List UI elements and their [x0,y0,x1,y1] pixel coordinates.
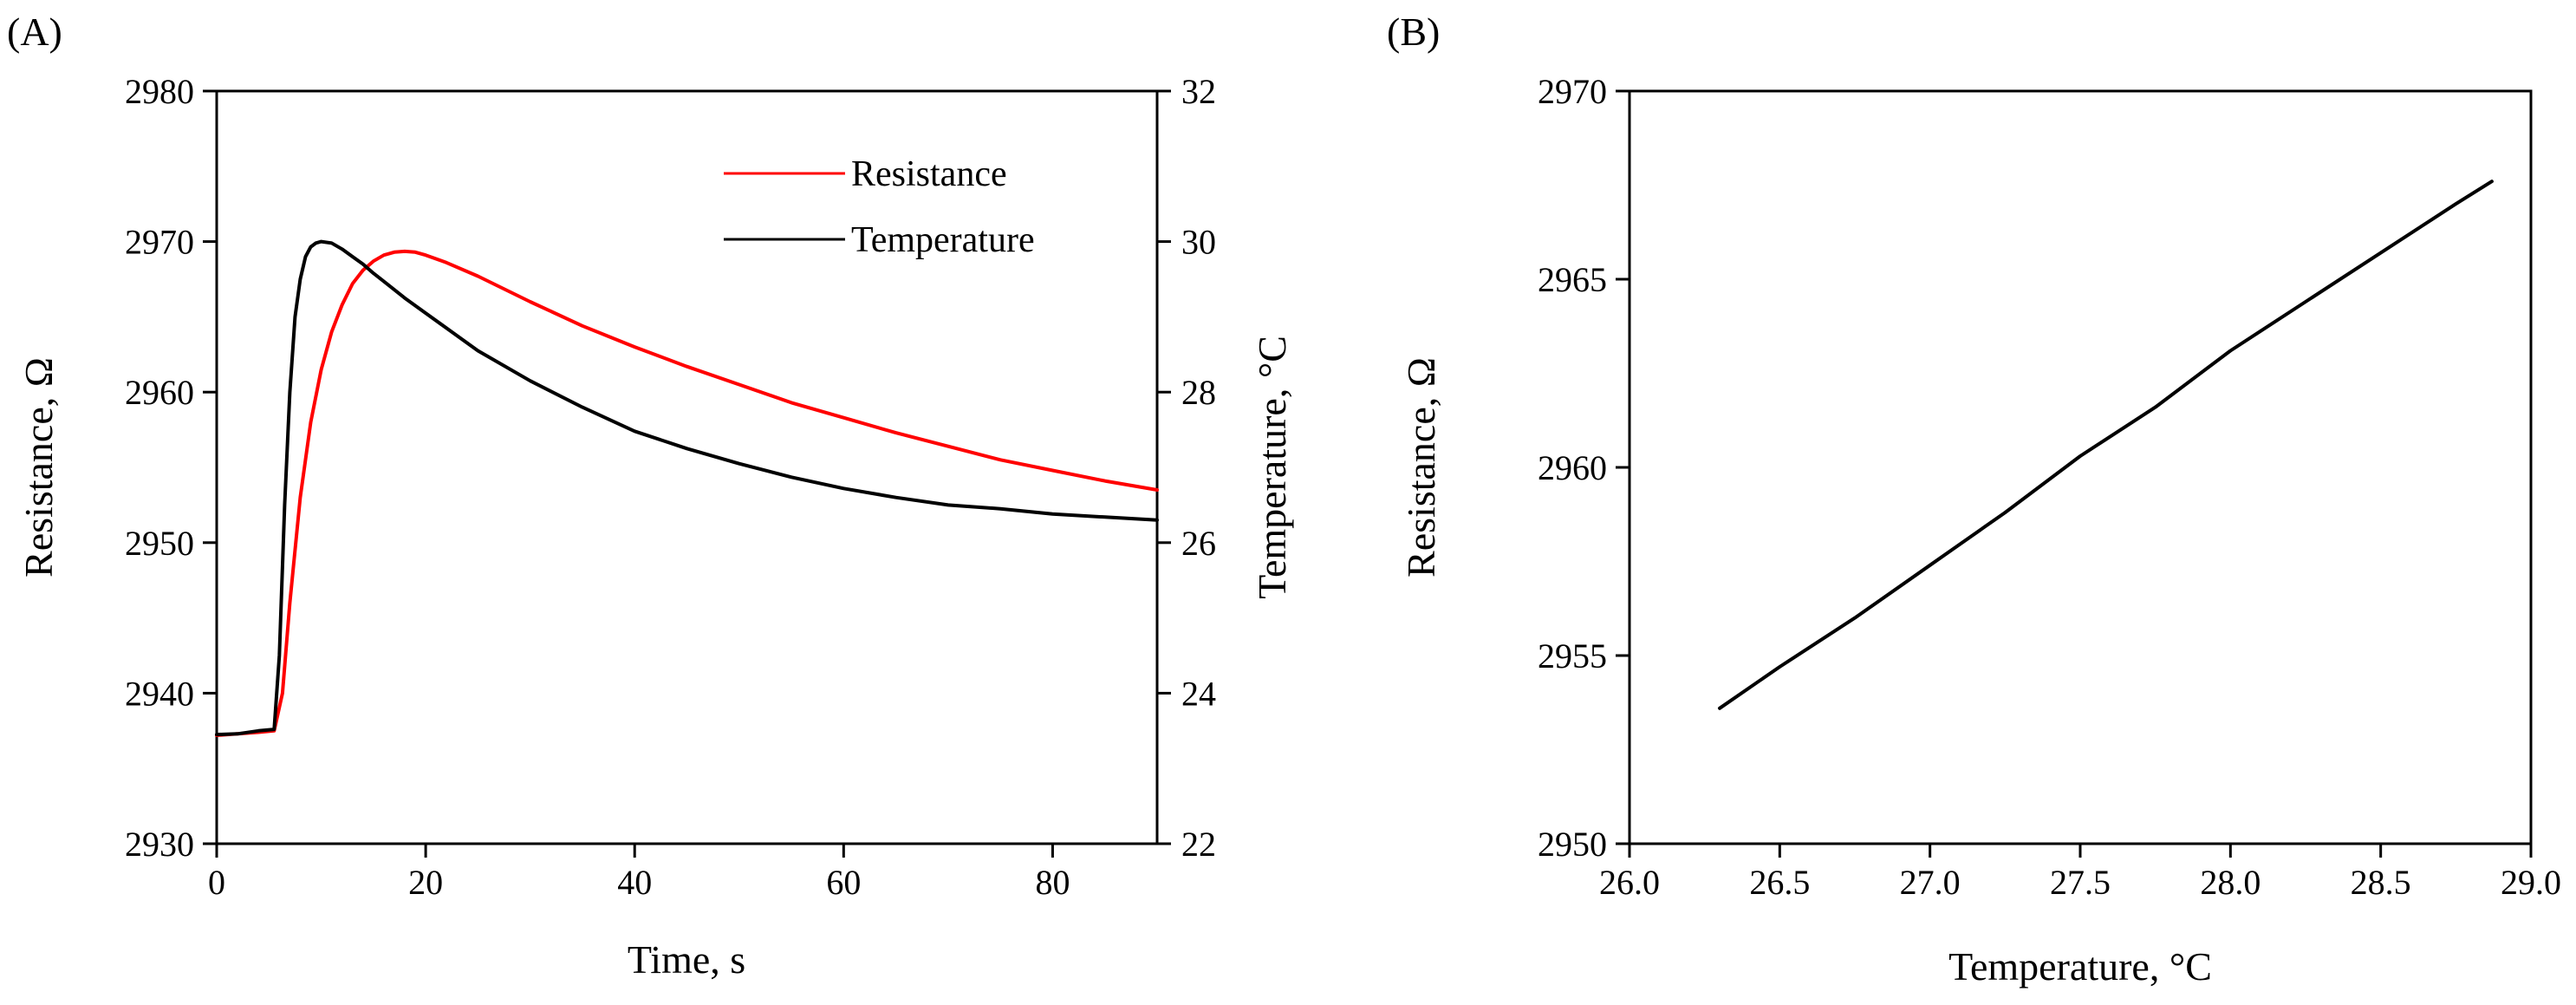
panel-a-y2-tick-label: 24 [1181,674,1216,713]
panel-b-y-tick-label: 2970 [1538,72,1607,111]
panel-b-x-tick-label: 28.5 [2351,863,2411,902]
panel-a-series-temperature [215,239,1159,737]
panel-a-y-axis-label: Resistance, Ω [16,357,61,578]
panel-a-frame [215,89,1159,845]
panel-a-y-tick-label: 2940 [125,674,194,713]
panel-a-ticks: 0 20 40 60 80 2930 2940 2950 2960 2970 2980 22 24 26 2… [125,72,1216,902]
panel-b-x-tick-label: 27.0 [1900,863,1961,902]
panel-a-y-tick-label: 2960 [125,373,194,412]
panel-b-y-tick-label: 2950 [1538,825,1607,864]
panel-a-x-tick-label: 80 [1035,863,1070,902]
panel-b-x-tick-label: 26.0 [1599,863,1660,902]
panel-a-y2-tick-label: 32 [1181,72,1216,111]
panel-a-y2-axis-label: Temperature, °C [1250,336,1294,599]
panel-b: (B) 26.0 26.5 27.0 27.5 28.0 28.5 29.0 2950 2955… [1387,10,2561,989]
panel-a-y2-tick-label: 28 [1181,373,1216,412]
panel-a-y2-tick-label: 30 [1181,223,1216,262]
panel-a-x-tick-label: 40 [617,863,652,902]
panel-a-series-resistance [215,249,1159,737]
panel-a-x-axis-label: Time, s [628,937,745,982]
panel-b-x-axis-label: Temperature, °C [1948,944,2212,989]
panel-a-y-tick-label: 2930 [125,825,194,864]
panel-b-x-tick-label: 29.0 [2501,863,2561,902]
legend-label-temperature: Temperature [851,220,1035,260]
panel-a-y2-tick-label: 26 [1181,524,1216,563]
panel-a: (A) 0 20 40 60 80 2930 2940 2950 2960 2970 2980 22 2… [7,10,1294,982]
panel-b-frame [1628,89,2533,845]
panel-b-y-axis-label: Resistance, Ω [1399,357,1443,578]
panel-b-y-tick-label: 2965 [1538,260,1607,299]
panel-b-label: (B) [1387,10,1440,54]
panel-a-y-tick-label: 2950 [125,524,194,563]
panel-b-y-tick-label: 2960 [1538,448,1607,487]
panel-b-series-resistance-vs-temperature [1718,179,2494,710]
panel-a-y-tick-label: 2970 [125,223,194,262]
panel-a-label: (A) [7,10,62,54]
legend-label-resistance: Resistance [851,154,1007,194]
panel-a-x-tick-label: 20 [408,863,443,902]
legend: Resistance Temperature [724,154,1035,260]
panel-a-x-tick-label: 60 [826,863,861,902]
panel-b-x-tick-label: 27.5 [2050,863,2111,902]
panel-b-x-tick-label: 26.5 [1749,863,1810,902]
panel-b-series [1718,179,2494,710]
panel-a-x-tick-label: 0 [208,863,225,902]
panel-a-y-tick-label: 2980 [125,72,194,111]
panel-a-y2-tick-label: 22 [1181,825,1216,864]
panel-b-x-tick-label: 28.0 [2200,863,2261,902]
panel-b-y-tick-label: 2955 [1538,636,1607,675]
panel-b-ticks: 26.0 26.5 27.0 27.5 28.0 28.5 29.0 2950 2955 2960… [1538,72,2561,902]
panel-a-series [215,239,1159,737]
